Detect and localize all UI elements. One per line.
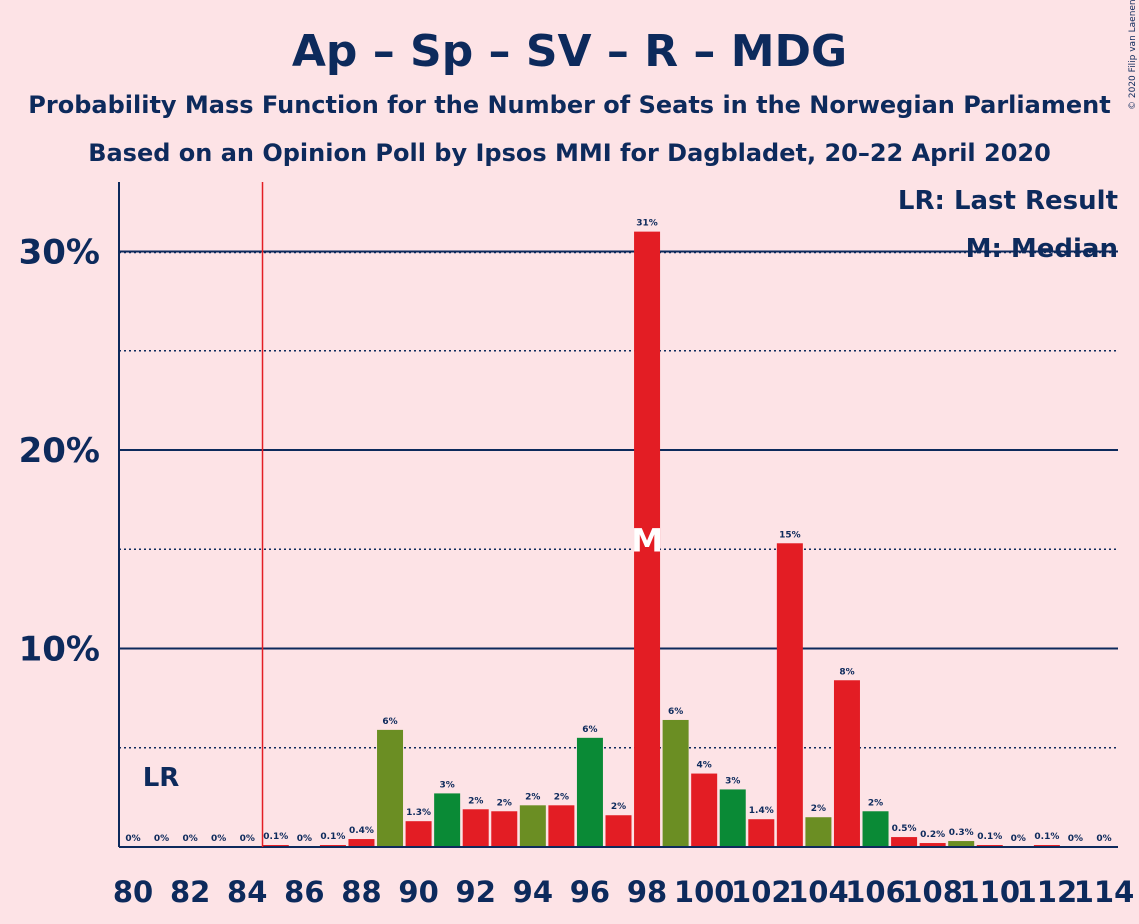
copyright-text: © 2020 Filip van Laenen bbox=[1128, 0, 1138, 110]
data-label-103: 15% bbox=[779, 530, 801, 540]
bar-93 bbox=[491, 811, 518, 847]
bar-91 bbox=[434, 793, 461, 847]
data-label-104: 2% bbox=[811, 804, 826, 814]
data-label-84: 0% bbox=[240, 834, 255, 844]
data-label-87: 0.1% bbox=[320, 832, 345, 842]
last-result-label: LR bbox=[143, 763, 180, 793]
bar-94 bbox=[519, 805, 546, 847]
x-tick-label: 88 bbox=[341, 875, 381, 909]
legend-last-result: LR: Last Result bbox=[898, 186, 1118, 216]
data-label-98: 31% bbox=[636, 219, 658, 229]
x-tick-label: 80 bbox=[113, 875, 153, 909]
data-label-101: 3% bbox=[725, 776, 740, 786]
x-tick-label: 112 bbox=[1017, 875, 1078, 909]
bar-95 bbox=[548, 805, 575, 847]
bar-97 bbox=[605, 815, 632, 847]
data-label-93: 2% bbox=[497, 798, 512, 808]
data-label-102: 1.4% bbox=[749, 806, 774, 816]
data-label-86: 0% bbox=[297, 834, 312, 844]
data-label-90: 1.3% bbox=[406, 808, 431, 818]
x-tick-label: 100 bbox=[674, 875, 735, 909]
data-label-105: 8% bbox=[839, 667, 854, 677]
x-tick-label: 92 bbox=[456, 875, 496, 909]
bar-99 bbox=[662, 719, 689, 847]
x-tick-label: 96 bbox=[570, 875, 610, 909]
bar-98 bbox=[634, 231, 661, 848]
data-label-110: 0.1% bbox=[977, 832, 1002, 842]
data-label-112: 0.1% bbox=[1034, 832, 1059, 842]
x-tick-label: 106 bbox=[845, 875, 906, 909]
x-tick-label: 86 bbox=[284, 875, 324, 909]
data-label-81: 0% bbox=[154, 834, 169, 844]
data-label-100: 4% bbox=[697, 761, 712, 771]
x-tick-label: 110 bbox=[959, 875, 1020, 909]
data-label-109: 0.3% bbox=[949, 828, 974, 838]
bar-96 bbox=[576, 737, 603, 847]
grid-lines bbox=[119, 250, 1118, 749]
bar-100 bbox=[691, 773, 718, 847]
data-label-99: 6% bbox=[668, 707, 683, 717]
data-label-94: 2% bbox=[525, 792, 540, 802]
bar-90 bbox=[405, 821, 432, 847]
x-tick-label: 104 bbox=[788, 875, 849, 909]
bar-104 bbox=[805, 817, 832, 847]
bar-109 bbox=[948, 841, 975, 847]
data-label-107: 0.5% bbox=[892, 824, 917, 834]
data-label-114: 0% bbox=[1096, 834, 1111, 844]
x-tick-label: 102 bbox=[731, 875, 792, 909]
data-label-91: 3% bbox=[440, 780, 455, 790]
data-label-92: 2% bbox=[468, 796, 483, 806]
data-label-113: 0% bbox=[1068, 834, 1083, 844]
data-label-96: 6% bbox=[582, 725, 597, 735]
legend-median: M: Median bbox=[966, 234, 1118, 264]
axes: 10%20%30%80 82 84 86 88 90 92 94 96 98 10010210410… bbox=[19, 182, 1135, 909]
y-tick-label: 30% bbox=[19, 232, 100, 272]
x-tick-label: 82 bbox=[170, 875, 210, 909]
bar-88 bbox=[348, 839, 375, 847]
data-label-106: 2% bbox=[868, 798, 883, 808]
data-label-88: 0.4% bbox=[349, 826, 374, 836]
chart-title: Ap – Sp – SV – R – MDG bbox=[292, 26, 847, 77]
bar-102 bbox=[748, 819, 775, 847]
chart-subtitle-1: Probability Mass Function for the Number… bbox=[28, 91, 1110, 119]
data-label-89: 6% bbox=[382, 717, 397, 727]
y-tick-label: 10% bbox=[19, 629, 100, 669]
x-tick-label: 108 bbox=[902, 875, 963, 909]
data-label-111: 0% bbox=[1011, 834, 1026, 844]
median-marker: M bbox=[631, 521, 663, 559]
x-tick-label: 98 bbox=[627, 875, 667, 909]
data-label-95: 2% bbox=[554, 792, 569, 802]
data-label-82: 0% bbox=[182, 834, 197, 844]
y-tick-label: 20% bbox=[19, 431, 100, 471]
bar-107 bbox=[891, 837, 918, 847]
data-label-83: 0% bbox=[211, 834, 226, 844]
x-tick-label: 94 bbox=[513, 875, 553, 909]
chart-subtitle-2: Based on an Opinion Poll by Ipsos MMI fo… bbox=[88, 139, 1051, 167]
x-tick-label: 90 bbox=[398, 875, 438, 909]
x-tick-label: 84 bbox=[227, 875, 267, 909]
bar-106 bbox=[862, 811, 889, 847]
data-label-97: 2% bbox=[611, 802, 626, 812]
bar-101 bbox=[719, 789, 746, 847]
bar-108 bbox=[919, 843, 946, 847]
bar-89 bbox=[377, 729, 404, 847]
markers: LR M bbox=[143, 182, 663, 847]
x-tick-label: 114 bbox=[1074, 875, 1135, 909]
bar-105 bbox=[833, 680, 860, 847]
bar-103 bbox=[776, 543, 803, 847]
data-label-80: 0% bbox=[125, 834, 140, 844]
data-label-108: 0.2% bbox=[920, 830, 945, 840]
bars: 0% 0% 0% 0% 0% 0.1% 0% 0.1% 0.4% 6% 1.3% 3% 2% 2% 2% 2%… bbox=[125, 219, 1112, 848]
bar-92 bbox=[462, 809, 489, 847]
data-label-85: 0.1% bbox=[263, 832, 288, 842]
